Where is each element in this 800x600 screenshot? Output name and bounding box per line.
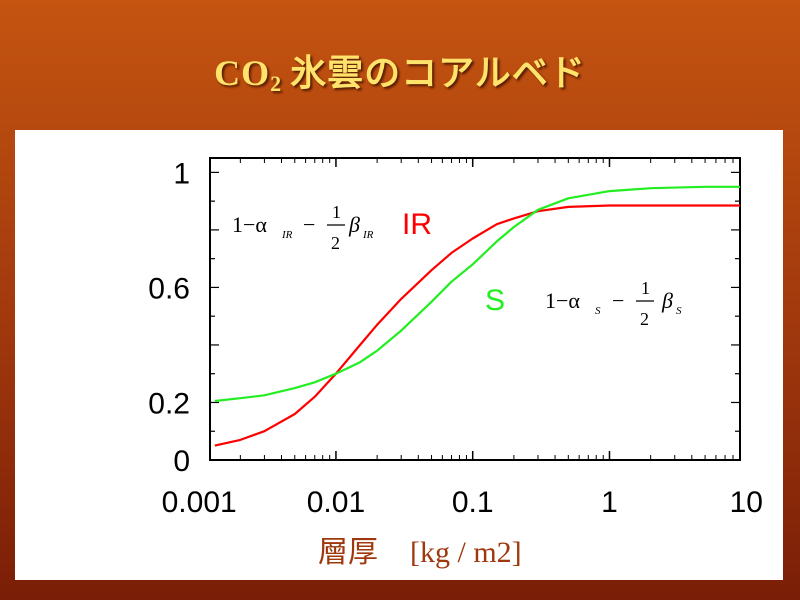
s-formula-prefix: 1−α — [545, 288, 580, 313]
ir-formula-minus: − — [303, 212, 315, 237]
x-tick-label: 0.001 — [162, 486, 237, 519]
x-tick-label: 10 — [730, 486, 763, 519]
ir-formula-frac-num: 1 — [332, 202, 341, 222]
ir-formula-beta-sub: IR — [362, 229, 374, 241]
s-formula-alpha-sub: S — [595, 305, 601, 317]
ir-formula-frac-den: 2 — [331, 233, 340, 253]
y-tick-label: 1 — [173, 157, 190, 190]
s-formula-beta: β — [661, 288, 673, 313]
x-axis-label: 層厚 — [318, 535, 378, 570]
ir-formula-prefix: 1−α — [232, 212, 267, 237]
series-line-ir — [214, 204, 740, 447]
title-co: CO — [214, 53, 271, 93]
y-tick-label: 0.2 — [148, 387, 190, 420]
ir-series-label: IR — [402, 208, 432, 241]
s-formula-minus: − — [612, 288, 624, 313]
s-formula-beta-sub: S — [676, 305, 682, 317]
x-tick-label: 1 — [601, 486, 618, 519]
x-tick-label: 0.1 — [452, 486, 494, 519]
s-formula-frac-den: 2 — [640, 309, 649, 329]
s-series-label: S — [485, 284, 505, 317]
title-subscript-2: 2 — [270, 71, 283, 96]
y-tick-label: 0.6 — [148, 272, 190, 305]
y-tick-label: 0 — [173, 445, 190, 478]
slide-title: CO2 氷雲のコアルベド — [0, 44, 800, 97]
series-line-s — [214, 185, 740, 403]
s-formula-frac-num: 1 — [641, 278, 650, 298]
ir-formula: 1−α IR − 1 2 β IR — [232, 202, 374, 253]
s-formula: 1−α S − 1 2 β S — [545, 278, 682, 329]
x-axis-unit: [kg / m2] — [410, 536, 522, 569]
title-rest: 氷雲のコアルベド — [290, 53, 586, 93]
ir-formula-beta: β — [348, 212, 360, 237]
ir-formula-alpha-sub: IR — [281, 229, 293, 241]
plot-frame — [209, 157, 741, 461]
x-tick-label: 0.01 — [307, 486, 365, 519]
